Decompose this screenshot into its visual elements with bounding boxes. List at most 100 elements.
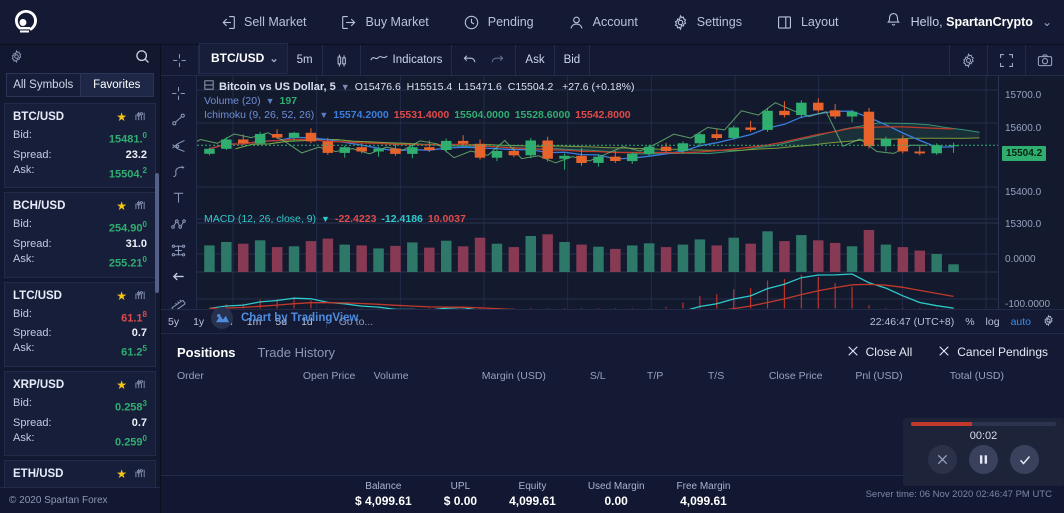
price-axis-tick: 15300.0 (1005, 219, 1042, 230)
close-all-button[interactable]: Close All (847, 345, 913, 360)
auto-scale-toggle[interactable]: auto (1010, 315, 1031, 328)
percent-scale-toggle[interactable]: % (965, 315, 975, 328)
pause-recording-button[interactable] (969, 445, 998, 474)
sidebar-tab-favorites[interactable]: Favorites (79, 73, 154, 97)
gear-icon[interactable] (9, 49, 24, 69)
symbol-card-header: BTC/USD ★ (13, 108, 147, 126)
ask-label: Ask: (13, 252, 35, 265)
range-1m[interactable]: 1m (246, 315, 262, 328)
symbol-list[interactable]: BTC/USD ★ Bid: 15481.0 Spread: 23.2 Ask: 15504.… (0, 103, 160, 487)
depth-chart-icon[interactable] (134, 197, 147, 215)
log-scale-toggle[interactable]: log (985, 315, 1000, 328)
bell-icon[interactable] (885, 11, 902, 33)
nav-account[interactable]: Account (551, 0, 655, 45)
nav-sell-market-label: Sell Market (244, 15, 307, 29)
symbol-card[interactable]: BCH/USD ★ Bid: 254.900 Spread: 31.0 Ask: 255.21… (4, 192, 156, 278)
positions-header: Positions Trade History Close All Cancel… (161, 334, 1064, 370)
nav-sell-market[interactable]: Sell Market (202, 0, 324, 45)
goto-date-input[interactable]: Go to... (325, 315, 373, 328)
range-5d[interactable]: 5d (275, 315, 288, 328)
undo-redo-group[interactable] (452, 44, 517, 76)
depth-chart-icon[interactable] (134, 108, 147, 126)
redo-icon[interactable] (489, 52, 505, 69)
nav-buy-market[interactable]: Buy Market (324, 0, 446, 45)
chart-toolbar: BTC/USD ⌄ 5m Indicators (161, 42, 1064, 76)
favorite-star-icon[interactable]: ★ (116, 199, 127, 214)
screen-recorder-widget[interactable]: 00:02 (903, 418, 1064, 486)
indicators-button[interactable]: Indicators (361, 44, 453, 76)
recorder-progress-bar (911, 422, 1056, 426)
price-axis[interactable]: 15700.0 15600.0 15400.0 15300.0 15504.2 0.000… (998, 76, 1064, 341)
depth-chart-icon[interactable] (134, 465, 147, 483)
ask-toggle[interactable]: Ask (516, 44, 555, 76)
nav-layout[interactable]: Layout (759, 0, 856, 45)
symbol-spread-row: Spread: 0.7 (13, 416, 147, 431)
tradingview-attribution[interactable]: Chart by TradingView (211, 307, 358, 329)
forecast-tool-icon[interactable] (164, 238, 194, 263)
stat-upl: UPL $ 0.00 (428, 480, 493, 509)
positions-column-header: Margin (USD) (481, 370, 546, 382)
tradingview-logo-icon (211, 307, 233, 329)
depth-chart-icon[interactable] (134, 376, 147, 394)
search-icon[interactable] (134, 48, 151, 70)
price-chart-svg[interactable] (197, 76, 998, 341)
symbol-bid-row: Bid: 254.900 (13, 217, 147, 237)
brush-tool-icon[interactable] (164, 159, 194, 184)
top-nav-items: Sell Market Buy Market Pending (52, 0, 885, 45)
gear-icon[interactable] (1042, 314, 1055, 330)
range-1y[interactable]: 1y (193, 315, 205, 328)
range-1d[interactable]: 1d (301, 315, 313, 328)
depth-chart-icon[interactable] (134, 287, 147, 305)
arrow-marker-tool-icon[interactable] (164, 264, 194, 289)
bid-toggle[interactable]: Bid (555, 44, 591, 76)
text-tool-icon[interactable] (164, 185, 194, 210)
cancel-pendings-button[interactable]: Cancel Pendings (938, 345, 1048, 360)
macd-axis-tick: 0.0000 (1005, 254, 1036, 265)
symbol-card[interactable]: ETH/USD★Bid:440.49Spread:5.1Ask:441.00 (4, 460, 156, 487)
tab-positions[interactable]: Positions (177, 344, 236, 360)
close-all-label: Close All (865, 345, 913, 359)
symbol-card[interactable]: XRP/USD ★ Bid: 0.2583 Spread: 0.7 Ask: 0.2590 (4, 370, 156, 457)
spartan-helmet-logo[interactable] (0, 0, 52, 45)
symbol-card[interactable]: LTC/USD ★ Bid: 61.18 Spread: 0.7 Ask: 61.25 (4, 281, 156, 367)
candlestick-style-icon[interactable] (323, 44, 361, 76)
undo-icon[interactable] (462, 52, 478, 69)
fullscreen-button[interactable] (988, 44, 1026, 76)
cancel-recording-button[interactable] (928, 445, 957, 474)
favorite-star-icon[interactable]: ★ (116, 467, 127, 482)
chart-interval-button[interactable]: 5m (288, 44, 323, 76)
pattern-tool-icon[interactable] (164, 211, 194, 236)
stat-balance-label: Balance (365, 481, 402, 492)
nav-settings[interactable]: Settings (655, 0, 759, 45)
stat-used-margin-value: 0.00 (604, 494, 628, 508)
favorite-star-icon[interactable]: ★ (116, 110, 127, 124)
favorite-star-icon[interactable]: ★ (116, 288, 127, 303)
crosshair-icon[interactable] (161, 44, 199, 76)
toolbar-spacer (590, 44, 950, 76)
trend-line-tool-icon[interactable] (164, 107, 194, 132)
snapshot-button[interactable] (1026, 45, 1064, 76)
favorite-star-icon[interactable]: ★ (116, 377, 127, 392)
arrow-left-box-icon (219, 14, 236, 31)
symbol-spread-row: Spread: 31.0 (13, 237, 147, 252)
fib-fork-tool-icon[interactable] (164, 133, 194, 158)
positions-column-header: Order (177, 370, 204, 382)
crosshair-tool-icon[interactable] (164, 81, 194, 106)
nav-pending[interactable]: Pending (446, 0, 551, 45)
chart-symbol-selector[interactable]: BTC/USD ⌄ (199, 42, 288, 74)
symbol-name: XRP/USD (13, 378, 65, 391)
range-5y[interactable]: 5y (168, 315, 180, 328)
chevron-down-icon[interactable]: ⌄ (1041, 15, 1052, 29)
accept-recording-button[interactable] (1010, 445, 1039, 474)
symbol-card-header: ETH/USD ★ (13, 465, 147, 483)
chart-canvas-area[interactable]: Bitcoin vs US Dollar, 5 ▼ O15476.6 H1551… (197, 76, 998, 341)
sidebar-scrollbar[interactable] (155, 173, 159, 293)
chart-settings-button[interactable] (950, 44, 988, 76)
symbol-card[interactable]: BTC/USD ★ Bid: 15481.0 Spread: 23.2 Ask: 15504.… (4, 103, 156, 189)
sidebar-tab-all-symbols[interactable]: All Symbols (6, 73, 80, 97)
tab-trade-history[interactable]: Trade History (257, 344, 336, 360)
positions-column-header: Open Price (302, 370, 356, 382)
price-axis-tick: 15700.0 (1005, 90, 1042, 101)
greeting-text: Hello, SpartanCrypto (911, 15, 1033, 29)
positions-column-header: T/S (707, 370, 725, 382)
